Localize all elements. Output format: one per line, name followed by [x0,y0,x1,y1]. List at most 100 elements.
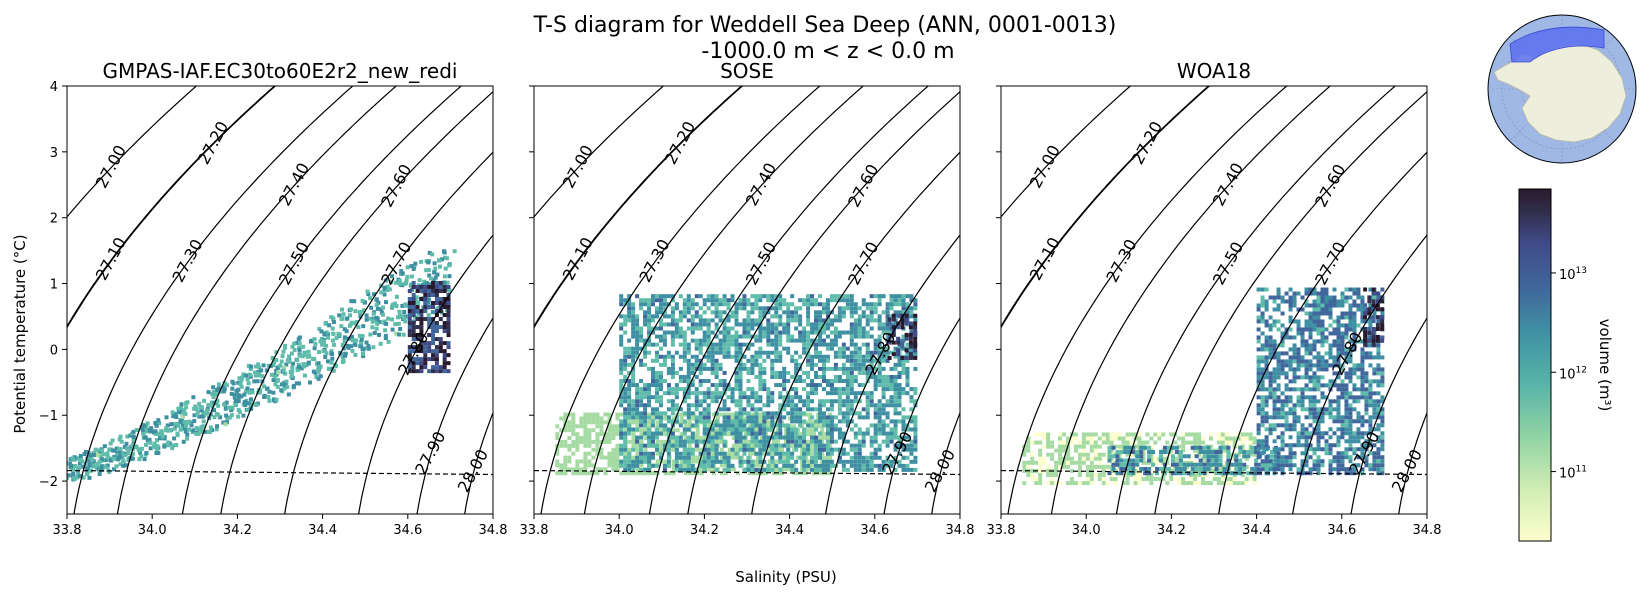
heatmap-cell [1264,459,1269,464]
heatmap-cell [571,428,576,433]
heatmap-cell [647,451,652,456]
heatmap-cell [702,366,707,371]
heatmap-cell [180,426,185,431]
heatmap-cell [790,467,795,472]
heatmap-cell [698,463,703,468]
heatmap-cell [861,443,866,448]
heatmap-cell [619,298,624,303]
heatmap-cell [647,459,652,464]
density-contour-line [464,411,493,514]
heatmap-cell [1254,450,1259,455]
heatmap-cell [699,455,704,460]
heatmap-cell [446,309,451,314]
heatmap-cell [647,338,652,343]
heatmap-cell [1026,448,1031,453]
heatmap-cell [1256,319,1261,324]
heatmap-cell [571,412,576,417]
heatmap-cell [901,427,906,432]
heatmap-cell [297,335,302,340]
heatmap-cell [786,379,791,384]
heatmap-cell [853,463,858,468]
heatmap-cell [806,362,811,367]
heatmap-cell [766,403,771,408]
heatmap-cell [623,354,628,359]
heatmap-cell [877,366,882,371]
heatmap-cell [857,334,862,339]
heatmap-cell [1107,454,1112,459]
heatmap-cell [1181,448,1186,453]
heatmap-cell [798,399,803,404]
heatmap-cell [182,426,187,431]
heatmap-cell [1129,452,1134,457]
heatmap-cell [171,414,176,419]
heatmap-cell [93,447,98,452]
heatmap-cell [913,435,918,440]
heatmap-cell [778,322,783,327]
heatmap-cell [750,459,755,464]
heatmap-cell [810,423,815,428]
heatmap-cell [893,354,898,359]
heatmap-cell [727,451,732,456]
heatmap-cell [374,326,379,331]
heatmap-cell [798,415,803,420]
heatmap-cell [794,439,799,444]
heatmap-cell [774,383,779,388]
heatmap-cell [829,435,834,440]
heatmap-cell [909,310,914,315]
heatmap-cell [896,348,901,353]
heatmap-cell [909,407,914,412]
heatmap-cell [591,439,596,444]
heatmap-cell [1218,462,1223,467]
heatmap-cell [419,321,424,326]
heatmap-cell [794,314,799,319]
heatmap-cell [1206,450,1211,455]
heatmap-cell [790,415,795,420]
heatmap-cell [371,311,376,316]
heatmap-cell [647,306,652,311]
heatmap-cell [841,391,846,396]
heatmap-cell [794,338,799,343]
heatmap-cell [571,416,576,421]
heatmap-cell [1198,458,1203,463]
heatmap-cell [710,447,715,452]
heatmap-cell [798,330,803,335]
heatmap-cell [651,463,656,468]
heatmap-cell [794,306,799,311]
heatmap-cell [269,372,274,377]
heatmap-cell [1276,467,1281,472]
heatmap-cell [400,303,405,308]
heatmap-cell [806,298,811,303]
heatmap-cell [224,413,229,418]
heatmap-cell [735,447,740,452]
heatmap-cell [730,447,735,452]
heatmap-cell [706,330,711,335]
heatmap-cell [913,348,918,353]
heatmap-cell [216,403,221,408]
heatmap-cell [619,403,624,408]
heatmap-cell [111,448,116,453]
heatmap-cell [1268,295,1273,300]
heatmap-cell [1038,464,1043,469]
heatmap-cell [722,451,727,456]
heatmap-cell [627,294,632,299]
heatmap-cell [900,317,905,322]
heatmap-cell [295,357,300,362]
heatmap-cell [865,407,870,412]
heatmap-cell [635,415,640,420]
heatmap-cell [730,294,735,299]
heatmap-cell [446,345,451,350]
heatmap-cell [267,398,272,403]
heatmap-cell [869,399,874,404]
heatmap-cell [825,346,830,351]
heatmap-cell [885,358,890,363]
heatmap-cell [818,366,822,371]
heatmap-cell [896,313,901,318]
heatmap-cell [366,292,371,297]
heatmap-cell [845,346,850,351]
heatmap-cell [806,294,811,299]
heatmap-cell [849,463,854,468]
heatmap-cell [865,415,870,420]
heatmap-cell [806,391,811,396]
heatmap-cell [1208,444,1213,449]
heatmap-cell [1276,295,1281,300]
